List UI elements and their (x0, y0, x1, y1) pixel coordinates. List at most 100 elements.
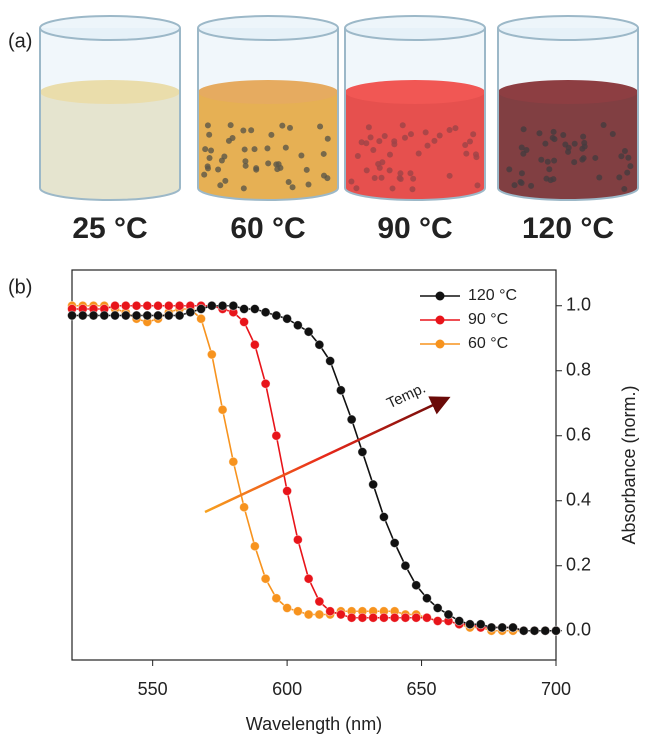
data-point (412, 613, 421, 622)
data-point (304, 610, 313, 619)
beaker-rim (198, 16, 338, 40)
beaker-rim (498, 16, 638, 40)
beaker-glass (498, 28, 638, 200)
beaker-glass (198, 28, 338, 200)
data-point (293, 321, 302, 330)
beaker-label: 25 °C (72, 212, 147, 245)
beaker (498, 16, 638, 200)
data-point (121, 311, 130, 320)
data-point (261, 379, 270, 388)
beaker-rim (40, 16, 180, 40)
data-point (164, 311, 173, 320)
data-point (132, 311, 141, 320)
data-point (455, 617, 464, 626)
beaker-label: 60 °C (230, 212, 305, 245)
data-point (552, 626, 561, 635)
beaker (345, 16, 485, 200)
data-point (240, 305, 249, 314)
y-tick-label: 0.4 (566, 490, 591, 510)
data-point (207, 301, 216, 310)
data-point (250, 542, 259, 551)
beaker-rim (345, 16, 485, 40)
data-point (336, 610, 345, 619)
y-tick-label: 0.6 (566, 425, 591, 445)
panel-label: (a) (8, 30, 32, 52)
data-point (519, 626, 528, 635)
data-point (250, 340, 259, 349)
data-point (154, 311, 163, 320)
data-point (347, 415, 356, 424)
data-point (315, 610, 324, 619)
data-point (283, 604, 292, 613)
data-point (379, 613, 388, 622)
data-point (68, 311, 77, 320)
beaker-label: 120 °C (522, 212, 614, 245)
plot-frame (72, 270, 556, 660)
data-point (89, 311, 98, 320)
beaker-glass (345, 28, 485, 200)
data-point (326, 607, 335, 616)
data-point (358, 613, 367, 622)
data-point (218, 405, 227, 414)
data-point (175, 311, 184, 320)
data-point (229, 457, 238, 466)
data-point (240, 318, 249, 327)
data-point (272, 431, 281, 440)
data-point (272, 594, 281, 603)
series-line (72, 306, 556, 631)
data-point (498, 623, 507, 632)
series-line (72, 306, 556, 631)
x-tick-label: 650 (407, 679, 437, 699)
data-point (293, 607, 302, 616)
annotation-arrow (205, 399, 446, 512)
data-point (78, 311, 87, 320)
beaker (40, 16, 180, 200)
data-point (390, 539, 399, 548)
data-point (369, 480, 378, 489)
data-point (261, 308, 270, 317)
data-point (175, 301, 184, 310)
legend-marker (436, 340, 445, 349)
y-tick-label: 1.0 (566, 295, 591, 315)
data-point (304, 574, 313, 583)
legend-marker (436, 292, 445, 301)
beaker-glass (40, 28, 180, 200)
data-point (412, 581, 421, 590)
data-point (444, 610, 453, 619)
data-point (487, 623, 496, 632)
figure: (a) (b) 25 °C60 °C90 °C120 °C55060065070… (0, 0, 645, 744)
x-axis-label: Wavelength (nm) (246, 714, 382, 734)
data-point (261, 574, 270, 583)
data-point (422, 613, 431, 622)
annotation: Temp. (384, 380, 428, 413)
data-point (347, 613, 356, 622)
legend-marker (436, 316, 445, 325)
data-point (143, 301, 152, 310)
data-point (379, 513, 388, 522)
data-point (390, 613, 399, 622)
data-point (132, 301, 141, 310)
data-point (283, 314, 292, 323)
data-point (369, 613, 378, 622)
data-point (476, 620, 485, 629)
series-line (72, 306, 556, 631)
data-point (304, 327, 313, 336)
data-point (283, 487, 292, 496)
data-point (336, 386, 345, 395)
y-tick-label: 0.2 (566, 555, 591, 575)
data-point (154, 301, 163, 310)
legend-label: 90 °C (468, 311, 508, 328)
data-point (293, 535, 302, 544)
data-point (250, 305, 259, 314)
data-point (186, 308, 195, 317)
x-tick-label: 700 (541, 679, 571, 699)
data-point (358, 448, 367, 457)
data-point (121, 301, 130, 310)
data-point (541, 626, 550, 635)
x-tick-label: 550 (138, 679, 168, 699)
data-point (401, 613, 410, 622)
data-point (433, 604, 442, 613)
data-point (197, 305, 206, 314)
data-point (433, 617, 442, 626)
data-point (465, 620, 474, 629)
